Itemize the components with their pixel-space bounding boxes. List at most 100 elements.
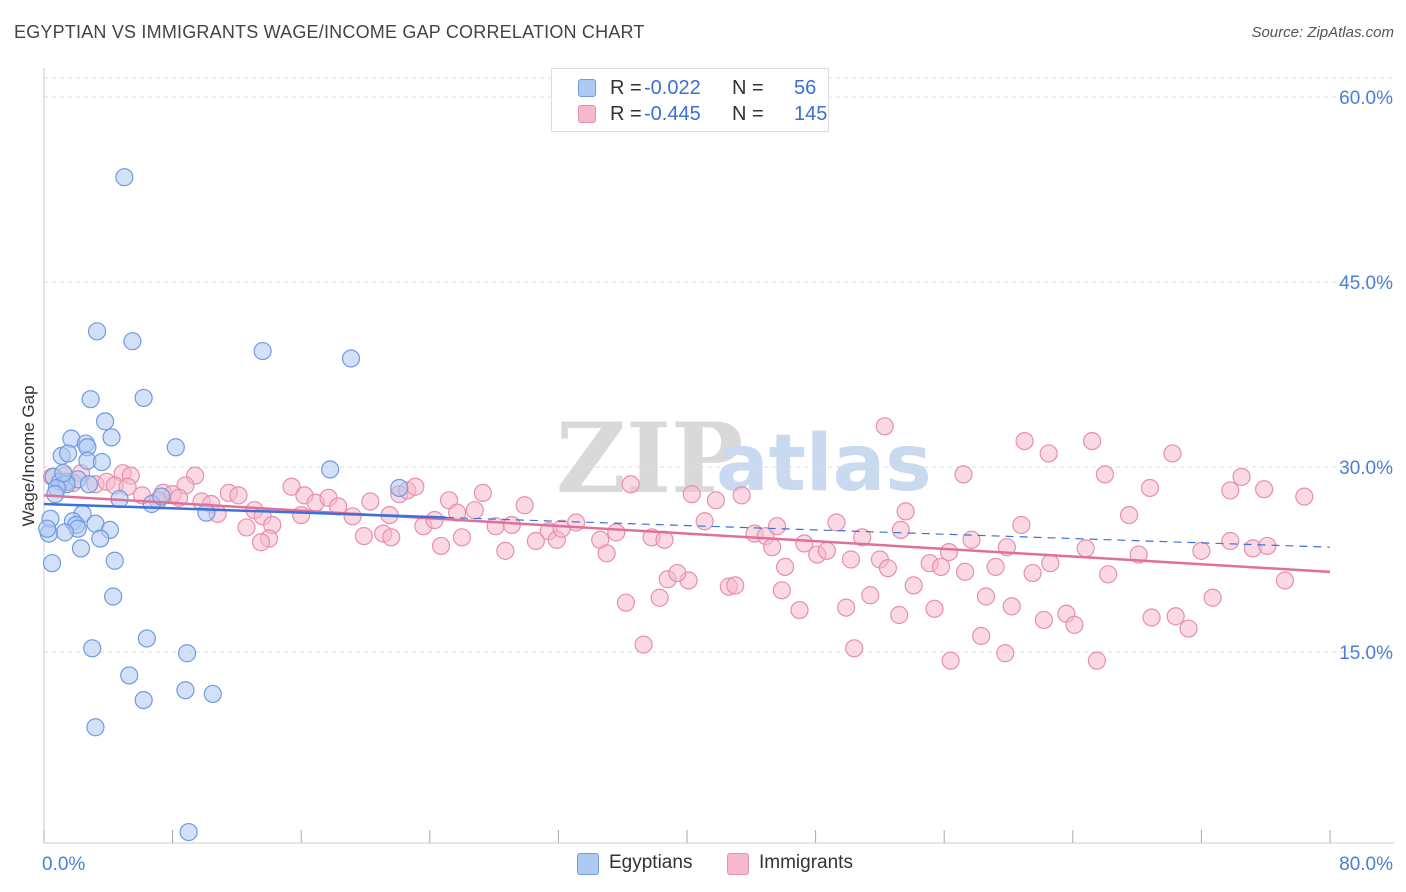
immigrants-point [817,541,836,560]
egyptians-point [341,349,361,368]
immigrants-point [621,475,640,494]
immigrants-point [775,557,795,577]
immigrants-point [406,477,425,496]
immigrants-point [939,542,959,562]
immigrants-point [237,518,256,537]
immigrants-point [465,501,484,520]
immigrants-point [382,528,401,547]
immigrants-point [502,515,521,535]
egyptians-point [137,629,156,648]
immigrants-point [597,544,616,563]
y-tick-label: 30.0% [1339,458,1393,479]
egyptians-point [81,390,100,409]
egyptians-point [102,428,121,447]
egyptians-point [104,587,123,606]
immigrants-point [526,531,545,551]
egyptians-point [79,475,99,494]
immigrants-point [763,538,782,557]
egyptians-point [203,684,222,704]
legend-r-label: R = [610,103,642,125]
egyptians-point [390,478,409,498]
gridlines [44,77,1394,653]
immigrants-point [878,559,898,578]
egyptians-point [321,460,340,479]
immigrants-point [1129,545,1148,564]
egyptians-point [177,644,197,663]
immigrants-point [767,517,787,536]
legend-r-value: -0.445 [644,103,701,125]
egyptians-point [54,464,73,483]
source-label: Source: ZipAtlas.com [1251,24,1394,41]
immigrants-point [1258,536,1277,556]
immigrants-point [668,563,687,583]
egyptians-point [92,452,111,472]
immigrants-point [515,496,534,515]
immigrants-point [496,541,515,560]
immigrants-point [1087,651,1107,670]
immigrants-point [486,517,505,536]
immigrants-point [976,587,996,606]
immigrants-point [361,492,380,511]
immigrants-point [875,417,894,436]
watermark-atlas: atlas [716,419,932,509]
immigrants-point [837,598,856,617]
egyptians-point [134,690,153,710]
immigrants-point [841,550,861,569]
immigrants-point [1039,444,1058,463]
immigrants-point [634,635,653,654]
y-tick-label: 60.0% [1339,88,1393,109]
immigrants-point [732,486,751,505]
x-tick-label: 80.0% [1339,854,1393,875]
immigrants-point [1295,487,1314,506]
immigrants-point [861,586,880,605]
immigrants-point [726,576,745,595]
immigrants-point [891,520,910,540]
y-tick-label: 45.0% [1339,273,1393,294]
immigrants-point [925,599,944,618]
egyptians-point [176,681,195,700]
egyptians-point [71,539,91,558]
immigrants-point [962,530,981,549]
immigrants-point [282,477,301,496]
egyptians-trendline [43,502,446,519]
egyptians-point [59,444,78,463]
immigrants-point [996,644,1015,663]
immigrants-point [853,528,872,547]
immigrants-point [1119,505,1139,525]
immigrants-point [1163,444,1182,463]
immigrants-point [790,600,809,620]
egyptians-point [95,412,115,431]
immigrants-point [1082,432,1102,451]
immigrants-point [1041,554,1060,573]
egyptians-point [134,388,153,408]
y-tick-label: 15.0% [1339,643,1393,664]
immigrants-point [1140,478,1160,498]
egyptians-point [105,551,124,570]
immigrants-point [682,485,701,504]
egyptians-legend-swatch [577,853,599,875]
legend-n-value: 145 [794,103,828,125]
immigrants-point [1275,571,1295,590]
egyptians-point [179,822,198,842]
immigrants-point [1232,467,1251,486]
immigrants-point [1023,563,1042,583]
immigrants-point [354,526,373,546]
immigrants-point [607,523,626,542]
egyptians-point [123,332,142,351]
immigrants-point [845,639,864,658]
immigrants-point [904,576,923,595]
egyptians-point [166,438,185,457]
immigrants-point [251,533,271,552]
immigrants-point [1142,608,1161,627]
egyptians-point [38,519,57,538]
immigrants-point [616,593,636,612]
immigrants-point [1065,615,1084,634]
legend-n-value: 56 [794,77,817,99]
immigrants-point [706,491,726,510]
immigrants-points [42,417,1314,670]
immigrants-point [1221,481,1240,500]
immigrants-point [1012,515,1031,535]
correlation-legend: R = -0.022 N = 56 R = -0.445 N = 145 [551,68,829,132]
immigrants-point [1076,539,1095,558]
immigrants-point [1254,480,1274,499]
